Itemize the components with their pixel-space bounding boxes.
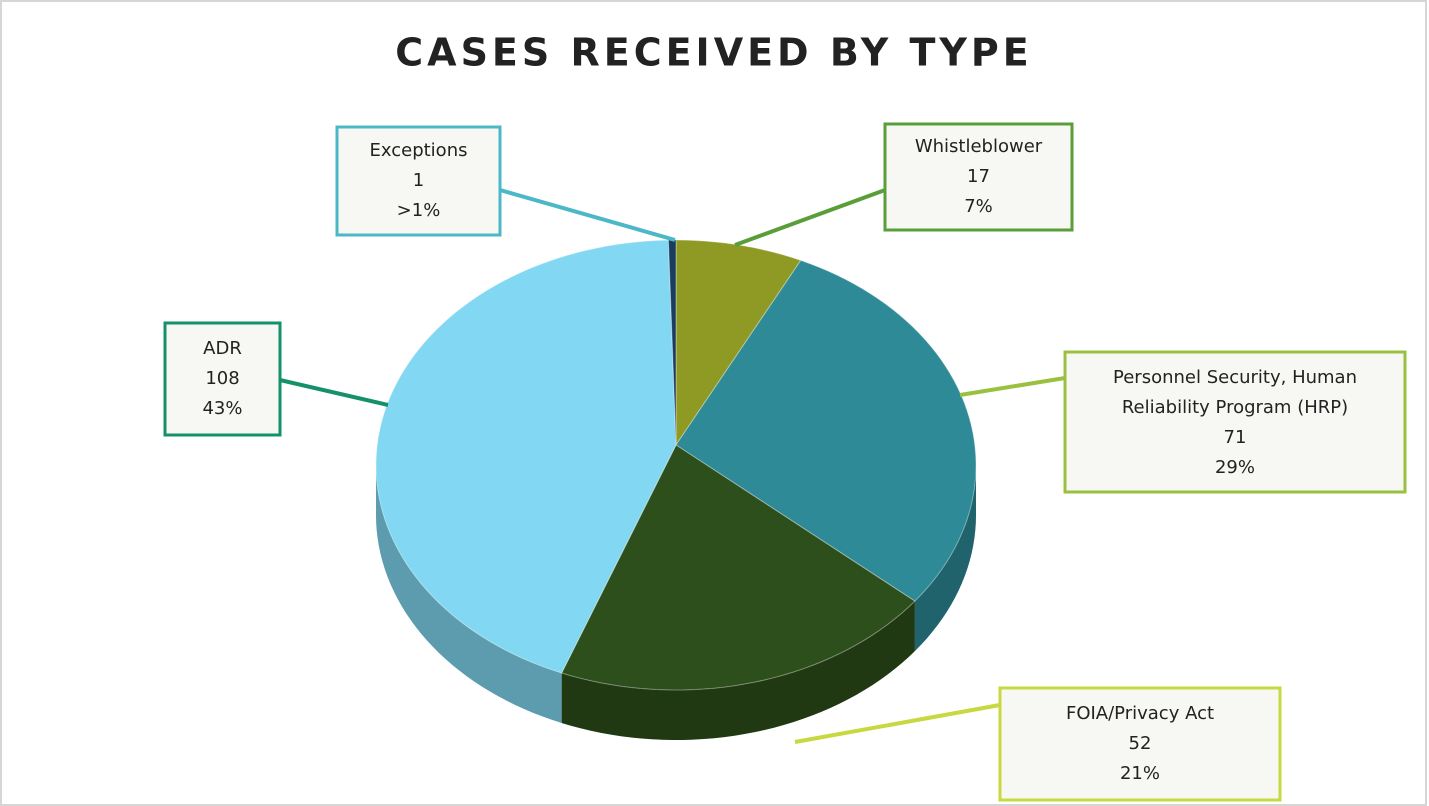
slice [675,259,977,602]
label-percent: 7% [964,196,993,217]
slice-side [561,601,915,740]
label-name: Personnel Security, Human Reliability Pro… [1113,367,1357,418]
leader-line [794,703,1001,744]
label-box [1063,350,1407,494]
label-percent: 43% [202,398,242,419]
label-value: 108 [205,368,239,389]
leader-line [499,188,676,242]
chart-title: CASES RECEIVED BY TYPE [395,31,1032,75]
label-box [998,686,1282,802]
label-box [335,125,502,237]
label-value: 52 [1129,733,1152,754]
label-percent: 29% [1215,457,1255,478]
label-name: Exceptions [370,140,468,161]
label-value: 1 [413,170,424,191]
label-percent: >1% [397,200,441,221]
label-box [883,122,1074,232]
leader-line [734,188,886,247]
label-percent: 21% [1120,763,1160,784]
slice-side [914,465,976,652]
label-name: ADR [203,338,242,359]
leader-line [959,376,1066,397]
leader-line [279,378,389,407]
label-name-line: Personnel Security, Human [1113,367,1357,388]
label-box [163,321,282,437]
slice-side-shade [376,465,562,724]
slice [560,444,916,691]
label-value: 71 [1224,427,1247,448]
slice-side [376,465,562,724]
label-name: Whistleblower [915,136,1043,157]
label-value: 17 [967,166,990,187]
slice [375,239,677,674]
slice-side-shade [561,601,915,740]
label-name-line: Reliability Program (HRP) [1122,397,1348,418]
slice-side-shade [914,465,976,652]
label-name: FOIA/Privacy Act [1066,703,1214,724]
